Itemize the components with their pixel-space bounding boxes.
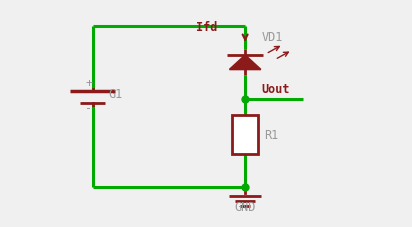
Text: +: + [85, 76, 92, 89]
Bar [232, 116, 258, 154]
Text: Uout: Uout [262, 83, 290, 96]
Text: GND: GND [234, 200, 256, 213]
Polygon shape [229, 56, 261, 70]
Text: G1: G1 [108, 87, 122, 100]
Text: -: - [85, 101, 92, 114]
Text: R1: R1 [264, 128, 278, 142]
Text: VD1: VD1 [262, 31, 283, 44]
Text: Ifd: Ifd [196, 21, 217, 34]
